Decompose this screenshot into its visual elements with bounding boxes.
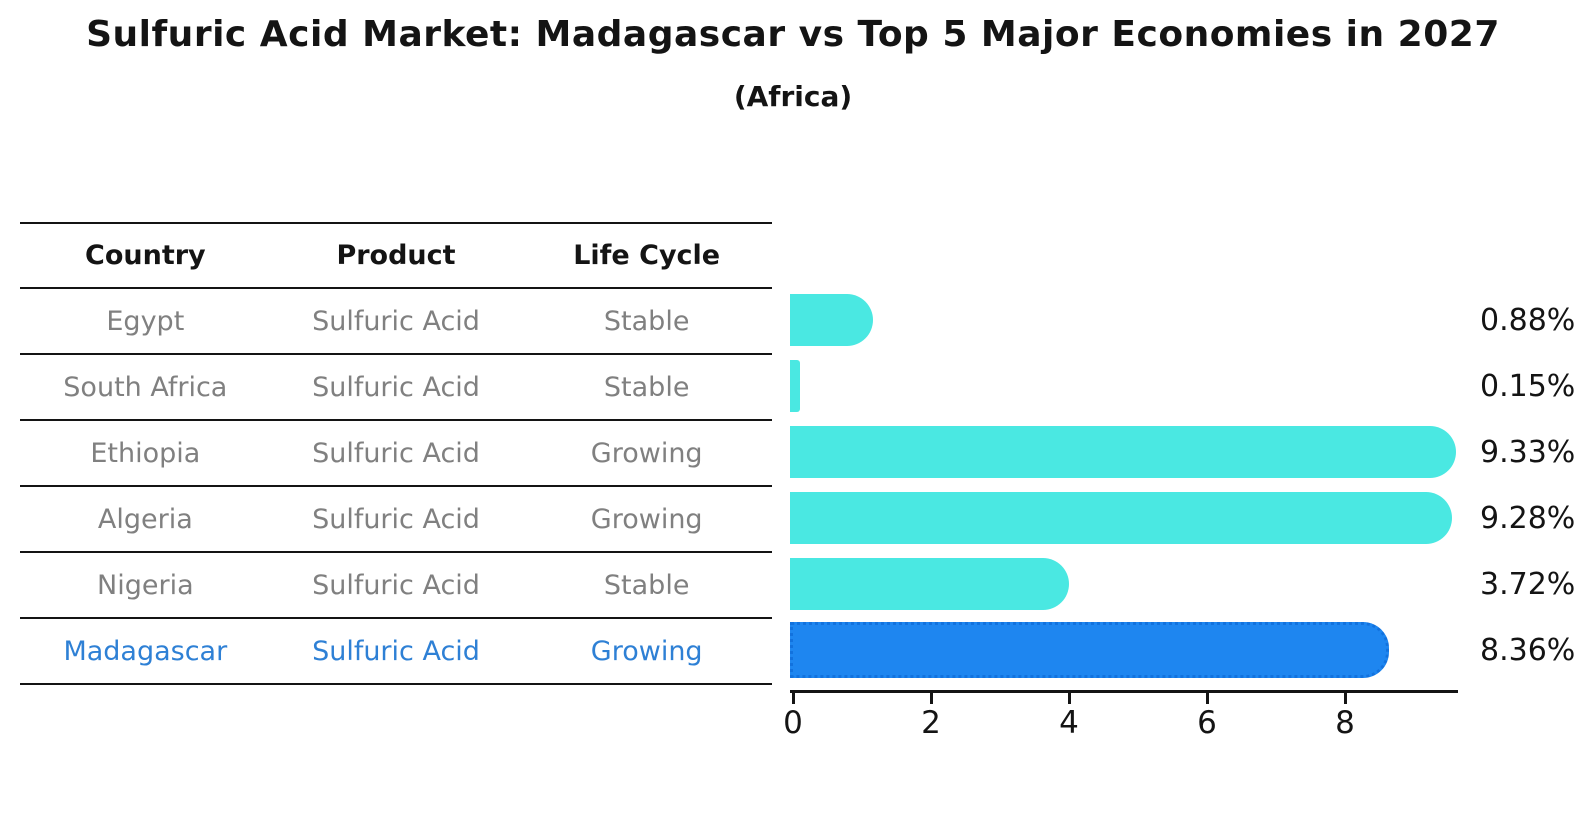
x-tick-mark bbox=[929, 693, 933, 704]
country-table: Country Product Life Cycle Egypt Sulfuric… bbox=[20, 222, 772, 685]
x-tick-mark bbox=[1067, 693, 1071, 704]
table-row: South Africa Sulfuric Acid Stable bbox=[20, 355, 772, 421]
table-cell-country: Egypt bbox=[106, 305, 185, 337]
col-header-product: Product bbox=[336, 240, 456, 271]
bar-egypt bbox=[790, 294, 873, 346]
x-tick-mark bbox=[1205, 693, 1209, 704]
table-row: Madagascar Sulfuric Acid Growing bbox=[20, 619, 772, 685]
x-axis: 0 2 4 6 8 bbox=[783, 693, 1490, 753]
table-cell-country: Ethiopia bbox=[90, 437, 201, 469]
x-tick-label: 2 bbox=[921, 705, 941, 741]
col-header-life-cycle: Life Cycle bbox=[573, 240, 721, 271]
table-cell-country: Madagascar bbox=[63, 635, 228, 667]
bar-row bbox=[790, 419, 1490, 485]
table-body: Egypt Sulfuric Acid Stable South Africa Sulf… bbox=[20, 289, 772, 685]
table-row: Ethiopia Sulfuric Acid Growing bbox=[20, 421, 772, 487]
table-cell-product: Sulfuric Acid bbox=[312, 503, 480, 535]
bar-row bbox=[790, 485, 1490, 551]
bar-row bbox=[790, 287, 1490, 353]
x-tick-mark bbox=[1343, 693, 1347, 704]
bar-madagascar bbox=[790, 622, 1389, 678]
table-row: Algeria Sulfuric Acid Growing bbox=[20, 487, 772, 553]
x-tick-mark bbox=[791, 693, 795, 704]
chart-subtitle: (Africa) bbox=[733, 80, 853, 113]
table-cell-product: Sulfuric Acid bbox=[312, 635, 480, 667]
table-cell-product: Sulfuric Acid bbox=[312, 305, 480, 337]
chart-title: Sulfuric Acid Market: Madagascar vs Top … bbox=[86, 14, 1500, 55]
value-label-ethiopia: 9.33% bbox=[1480, 434, 1576, 470]
bar-row bbox=[790, 353, 1490, 419]
x-tick-label: 0 bbox=[783, 705, 803, 741]
table-cell-life-cycle: Growing bbox=[590, 503, 703, 535]
bar-algeria bbox=[790, 492, 1453, 544]
table-cell-product: Sulfuric Acid bbox=[312, 371, 480, 403]
bar-row bbox=[790, 551, 1490, 617]
col-header-country: Country bbox=[85, 240, 206, 271]
x-tick-label: 8 bbox=[1335, 705, 1355, 741]
table-cell-country: Nigeria bbox=[97, 569, 194, 601]
table-cell-life-cycle: Stable bbox=[603, 569, 690, 601]
table-row: Egypt Sulfuric Acid Stable bbox=[20, 289, 772, 355]
bar-nigeria bbox=[790, 558, 1069, 610]
table-cell-country: Algeria bbox=[97, 503, 193, 535]
value-label-madagascar: 8.36% bbox=[1480, 632, 1576, 668]
x-tick-label: 4 bbox=[1059, 705, 1079, 741]
table-header-row: Country Product Life Cycle bbox=[20, 222, 772, 289]
bar-ethiopia bbox=[790, 426, 1456, 478]
value-label-south-africa: 0.15% bbox=[1480, 368, 1576, 404]
value-label-algeria: 9.28% bbox=[1480, 500, 1576, 536]
table-cell-product: Sulfuric Acid bbox=[312, 437, 480, 469]
bar-row bbox=[790, 617, 1490, 683]
table-cell-life-cycle: Growing bbox=[590, 437, 703, 469]
table-cell-life-cycle: Growing bbox=[590, 635, 703, 667]
value-label-egypt: 0.88% bbox=[1480, 302, 1576, 338]
table-cell-life-cycle: Stable bbox=[603, 371, 690, 403]
table-cell-country: South Africa bbox=[63, 371, 228, 403]
value-label-column: 0.88% 0.15% 9.33% 9.28% 3.72% 8.36% bbox=[1480, 287, 1586, 683]
table-cell-life-cycle: Stable bbox=[603, 305, 690, 337]
value-label-nigeria: 3.72% bbox=[1480, 566, 1576, 602]
bar-south-africa bbox=[790, 360, 801, 412]
table-row: Nigeria Sulfuric Acid Stable bbox=[20, 553, 772, 619]
table-cell-product: Sulfuric Acid bbox=[312, 569, 480, 601]
bar-chart-area bbox=[790, 287, 1490, 683]
x-tick-label: 6 bbox=[1197, 705, 1217, 741]
x-axis-line bbox=[790, 690, 1458, 693]
